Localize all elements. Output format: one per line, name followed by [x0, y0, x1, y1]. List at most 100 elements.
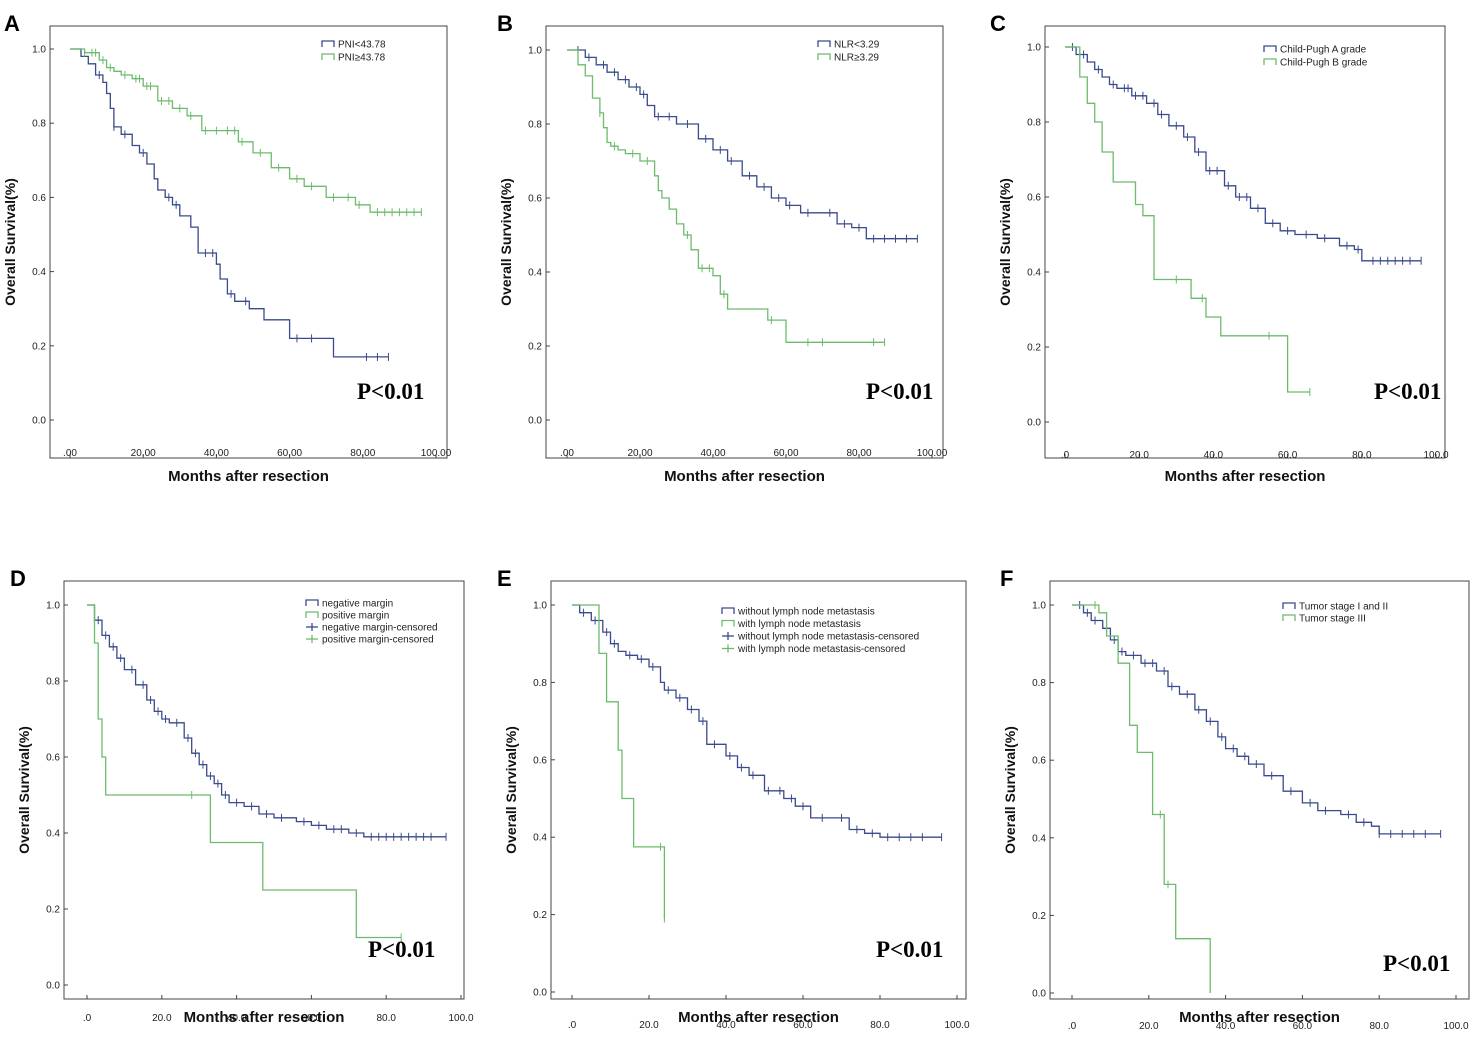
x-axis-label: Months after resection [184, 1009, 345, 1026]
y-tick-label: 0.6 [32, 193, 46, 204]
y-tick-label: 0.8 [1027, 118, 1041, 129]
legend-label: negative margin-censored [322, 623, 438, 634]
chart-panel-a: A 0.0 0.2 0.4 0.6 0.8 1.0 .00 20.00 40.00 60.00 80.… [2, 11, 452, 485]
legend-label: NLR<3.29 [834, 40, 880, 51]
legend-item: PNI<43.78 [321, 40, 386, 51]
legend-label: positive margin-censored [322, 635, 434, 646]
x-tick-label: 100.0 [448, 1013, 473, 1024]
legend-swatch [305, 599, 319, 606]
y-axis-label: Overall Survival(%) [16, 726, 32, 854]
legend-swatch [1282, 602, 1296, 609]
legend-item: Tumor stage III [1282, 614, 1366, 625]
x-tick-label: .0 [1061, 450, 1070, 461]
y-tick-label: 0.6 [1032, 756, 1046, 767]
y-tick-label: 0.6 [533, 755, 547, 766]
x-tick-label: 60.00 [773, 448, 798, 459]
x-tick-label: 60.0 [1278, 450, 1298, 461]
p-value-label: P<0.01 [1383, 951, 1450, 976]
x-tick-label: 80.0 [870, 1020, 890, 1031]
y-tick-label: 1.0 [32, 45, 46, 56]
panel-letter: E [497, 566, 512, 591]
panel-letter: D [10, 566, 26, 591]
x-tick-label: 100.00 [421, 448, 452, 459]
legend-item: NLR<3.29 [817, 40, 880, 51]
x-axis-label: Months after resection [664, 468, 825, 485]
legend-item: with lymph node metastasis [721, 619, 861, 630]
y-tick-label: 0.2 [1032, 911, 1046, 922]
x-tick-label: 80.0 [1352, 450, 1372, 461]
y-tick-label: 0.4 [1027, 268, 1041, 279]
series-blue [572, 604, 943, 842]
y-tick-label: 0.0 [32, 416, 46, 427]
x-tick-label: .0 [83, 1013, 92, 1024]
chart-panel-f: F 0.0 0.2 0.4 0.6 0.8 1.0 .0 20.0 40.0 60.0 80.0 100… [1000, 566, 1470, 1032]
x-tick-label: 80.00 [846, 448, 871, 459]
x-tick-label: 100.0 [944, 1020, 969, 1031]
y-tick-label: 1.0 [533, 601, 547, 612]
chart-panel-b: B 0.0 0.2 0.4 0.6 0.8 1.0 .00 20.00 40.00 60.00 80.… [497, 11, 948, 485]
survival-curve [572, 604, 666, 919]
y-tick-label: 0.8 [528, 120, 542, 131]
p-value-label: P<0.01 [368, 937, 435, 962]
legend-label: without lymph node metastasis [737, 607, 875, 618]
y-tick-label: 1.0 [1027, 43, 1041, 54]
x-tick-label: 40.0 [716, 1020, 736, 1031]
legend-label: PNI≥43.78 [338, 53, 386, 64]
legend-swatch [1263, 45, 1277, 52]
survival-curve [1072, 604, 1441, 835]
y-tick-label: 0.8 [46, 677, 60, 688]
legend-item: PNI≥43.78 [321, 53, 386, 64]
legend-label: negative margin [322, 599, 393, 610]
x-tick-label: .00 [560, 448, 574, 459]
legend-item: positive margin [305, 611, 389, 622]
y-tick-label: 0.0 [1027, 418, 1041, 429]
survival-curve [70, 48, 422, 213]
y-axis-label: Overall Survival(%) [2, 178, 18, 306]
y-tick-label: 0.0 [528, 416, 542, 427]
y-tick-label: 0.6 [528, 194, 542, 205]
panel-letter: C [990, 11, 1006, 36]
legend-swatch [817, 40, 831, 47]
y-tick-label: 1.0 [528, 46, 542, 57]
x-tick-label: 60.0 [1293, 1021, 1313, 1032]
survival-curve [572, 604, 942, 838]
y-tick-label: 0.4 [1032, 833, 1046, 844]
x-tick-label: .00 [63, 448, 77, 459]
y-tick-label: 0.2 [533, 910, 547, 921]
survival-curve [1065, 46, 1310, 393]
x-tick-label: 80.0 [1369, 1021, 1389, 1032]
y-tick-label: 0.0 [46, 981, 60, 992]
series-green [70, 48, 422, 217]
x-tick-label: 100.0 [1443, 1021, 1468, 1032]
plot-frame [63, 580, 465, 1000]
x-tick-label: 20.0 [152, 1013, 172, 1024]
survival-curve [567, 49, 918, 240]
survival-curve [70, 48, 389, 358]
x-tick-label: 60.0 [793, 1020, 813, 1031]
y-tick-label: 0.4 [533, 833, 547, 844]
legend-swatch [1263, 58, 1277, 65]
legend-item: negative margin-censored [306, 623, 438, 634]
legend-label: positive margin [322, 611, 389, 622]
y-tick-label: 0.6 [46, 753, 60, 764]
legend-swatch [321, 53, 335, 60]
legend-item: negative margin [305, 599, 393, 610]
chart-panel-d: D 0.0 0.2 0.4 0.6 0.8 1.0 .0 20.0 40.0 60.0 80.0 100… [10, 566, 474, 1026]
x-axis-label: Months after resection [678, 1009, 839, 1026]
x-tick-label: 60.0 [302, 1013, 322, 1024]
y-tick-label: 0.2 [46, 905, 60, 916]
y-tick-label: 0.0 [1032, 989, 1046, 1000]
y-axis-label: Overall Survival(%) [498, 178, 514, 306]
y-tick-label: 0.2 [1027, 343, 1041, 354]
series-blue [70, 48, 389, 361]
series-blue [87, 604, 447, 841]
survival-curve [567, 49, 885, 343]
x-tick-label: 20.0 [1129, 450, 1149, 461]
p-value-label: P<0.01 [866, 379, 933, 404]
legend-label: Tumor stage I and II [1299, 602, 1388, 613]
y-tick-label: 1.0 [46, 601, 60, 612]
series-green [1065, 46, 1311, 396]
x-tick-label: 20.00 [627, 448, 652, 459]
legend-item: Tumor stage I and II [1282, 602, 1388, 613]
series-green [87, 604, 402, 942]
